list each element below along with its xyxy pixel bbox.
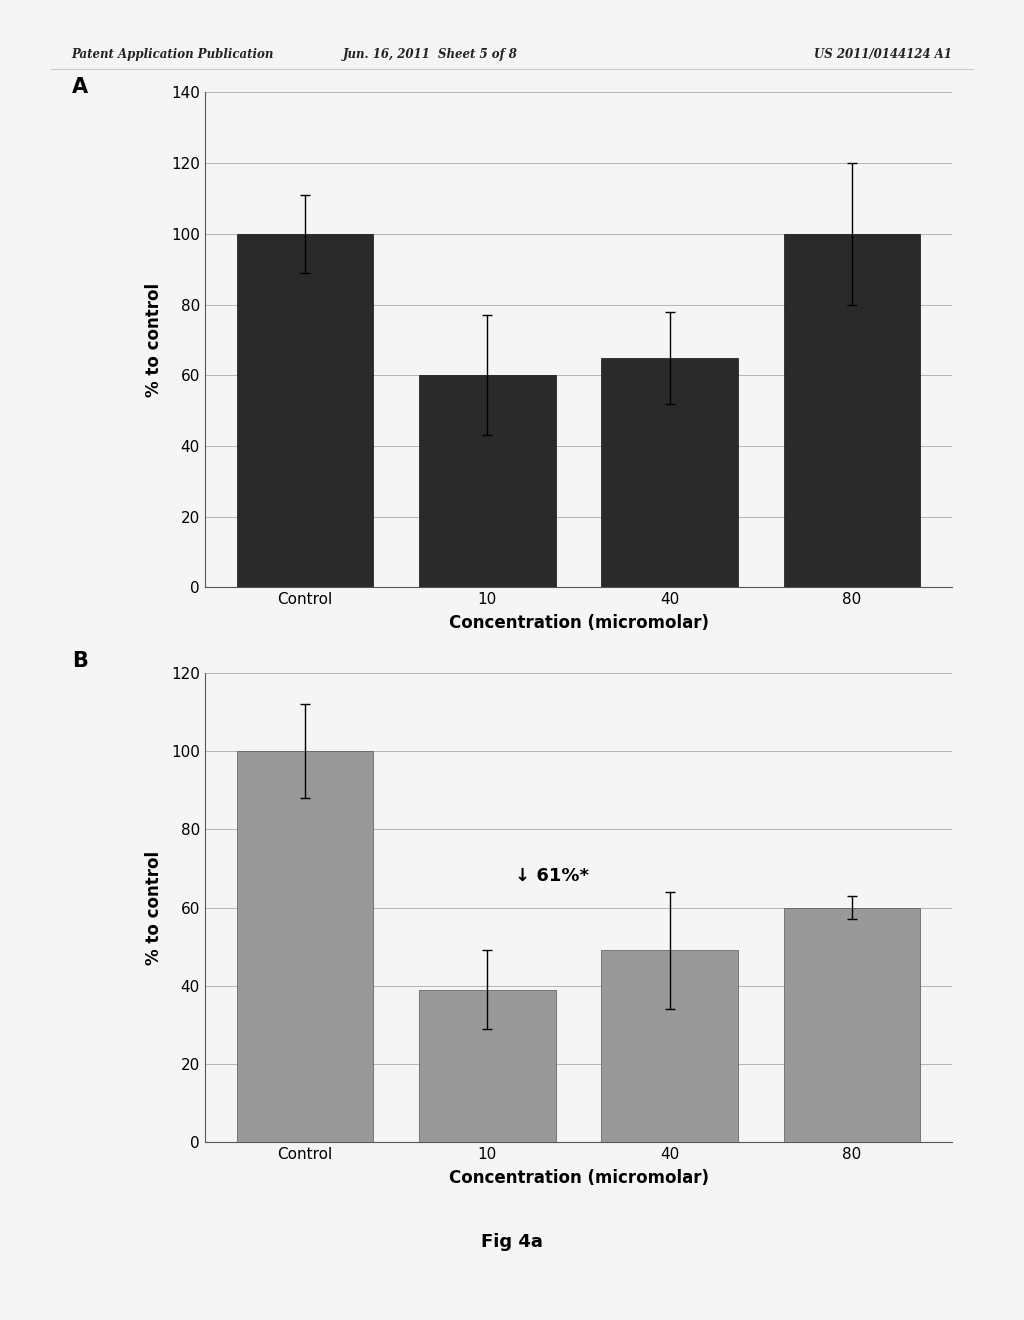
Bar: [783, 234, 921, 587]
Bar: [601, 950, 738, 1142]
Text: A: A: [72, 77, 88, 96]
X-axis label: Concentration (micromolar): Concentration (micromolar): [449, 614, 709, 632]
Text: Fig 4a: Fig 4a: [481, 1233, 543, 1251]
Bar: [601, 358, 738, 587]
Bar: [419, 990, 556, 1142]
X-axis label: Concentration (micromolar): Concentration (micromolar): [449, 1168, 709, 1187]
Text: Jun. 16, 2011  Sheet 5 of 8: Jun. 16, 2011 Sheet 5 of 8: [343, 48, 517, 61]
Y-axis label: % to control: % to control: [144, 850, 163, 965]
Text: Patent Application Publication: Patent Application Publication: [72, 48, 274, 61]
Bar: [783, 908, 921, 1142]
Bar: [237, 751, 374, 1142]
Bar: [419, 375, 556, 587]
Text: US 2011/0144124 A1: US 2011/0144124 A1: [814, 48, 952, 61]
Text: ↓ 61%*: ↓ 61%*: [515, 867, 589, 886]
Bar: [237, 234, 374, 587]
Y-axis label: % to control: % to control: [144, 282, 163, 397]
Text: B: B: [72, 651, 88, 671]
